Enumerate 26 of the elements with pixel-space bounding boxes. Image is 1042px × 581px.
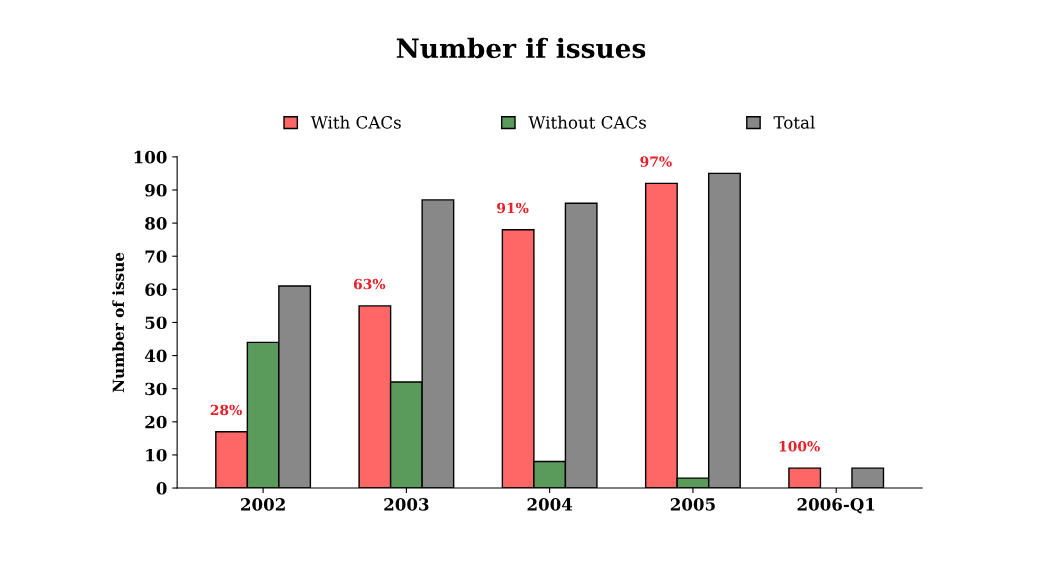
y-tick-label: 100 <box>134 150 167 164</box>
annotation: 97% <box>640 156 672 167</box>
y-tick-label: 90 <box>145 183 167 197</box>
y-tick-label: 20 <box>145 415 167 429</box>
annotation: 100% <box>779 441 820 452</box>
y-tick-label: 50 <box>145 316 167 330</box>
y-axis-title: Number of issue <box>112 252 125 393</box>
y-tick-label: 80 <box>145 217 167 230</box>
annotation: 63% <box>353 278 386 290</box>
y-tick-label: 40 <box>144 349 167 363</box>
y-tick-label: 0 <box>156 482 167 495</box>
chart-title: Number if issues <box>396 37 646 59</box>
x-tick-label: 2005 <box>670 498 715 511</box>
legend-label: With CACs <box>310 115 401 129</box>
x-tick-label: 2004 <box>527 498 573 511</box>
annotation: 91% <box>497 202 529 214</box>
legend-label: Without CACs <box>528 115 646 129</box>
y-tick-label: 60 <box>145 283 167 296</box>
annotation: 28% <box>210 404 242 416</box>
x-tick-label: 2006-Q1 <box>797 498 875 514</box>
x-tick-label: 2002 <box>241 498 285 511</box>
x-tick-label: 2003 <box>384 498 429 511</box>
legend-label: Total <box>773 115 815 129</box>
y-tick-label: 10 <box>146 448 167 462</box>
y-tick-label: 70 <box>145 250 167 263</box>
y-tick-label: 30 <box>145 382 167 396</box>
